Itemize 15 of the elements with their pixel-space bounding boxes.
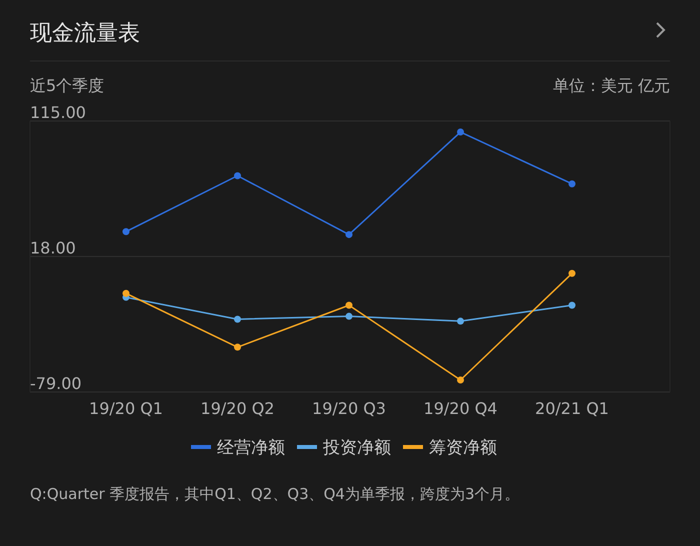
legend-label: 经营净额 xyxy=(217,438,285,458)
chart-title: 现金流量表 xyxy=(30,21,140,46)
legend-label: 筹资净额 xyxy=(429,438,497,458)
x-tick-label: 20/21 Q1 xyxy=(535,399,609,418)
legend-label: 投资净额 xyxy=(322,438,391,458)
x-tick-label: 19/20 Q3 xyxy=(312,399,386,418)
y-tick-label: 115.00 xyxy=(30,103,86,122)
y-tick-label: -79.00 xyxy=(30,374,82,393)
x-tick-label: 19/20 Q2 xyxy=(200,399,274,418)
text: 单位：美元 亿元 xyxy=(552,76,670,95)
x-tick-label: 19/20 Q4 xyxy=(424,399,498,418)
y-tick-label: 18.00 xyxy=(30,238,76,258)
text: Q:Quarter 季度报告，其中Q1、Q2、Q3、Q4为单季报，跨度为3个月。 xyxy=(30,485,520,503)
chart-subtitle: 近5个季度 xyxy=(30,76,104,95)
x-tick-label: 19/20 Q1 xyxy=(89,399,163,418)
